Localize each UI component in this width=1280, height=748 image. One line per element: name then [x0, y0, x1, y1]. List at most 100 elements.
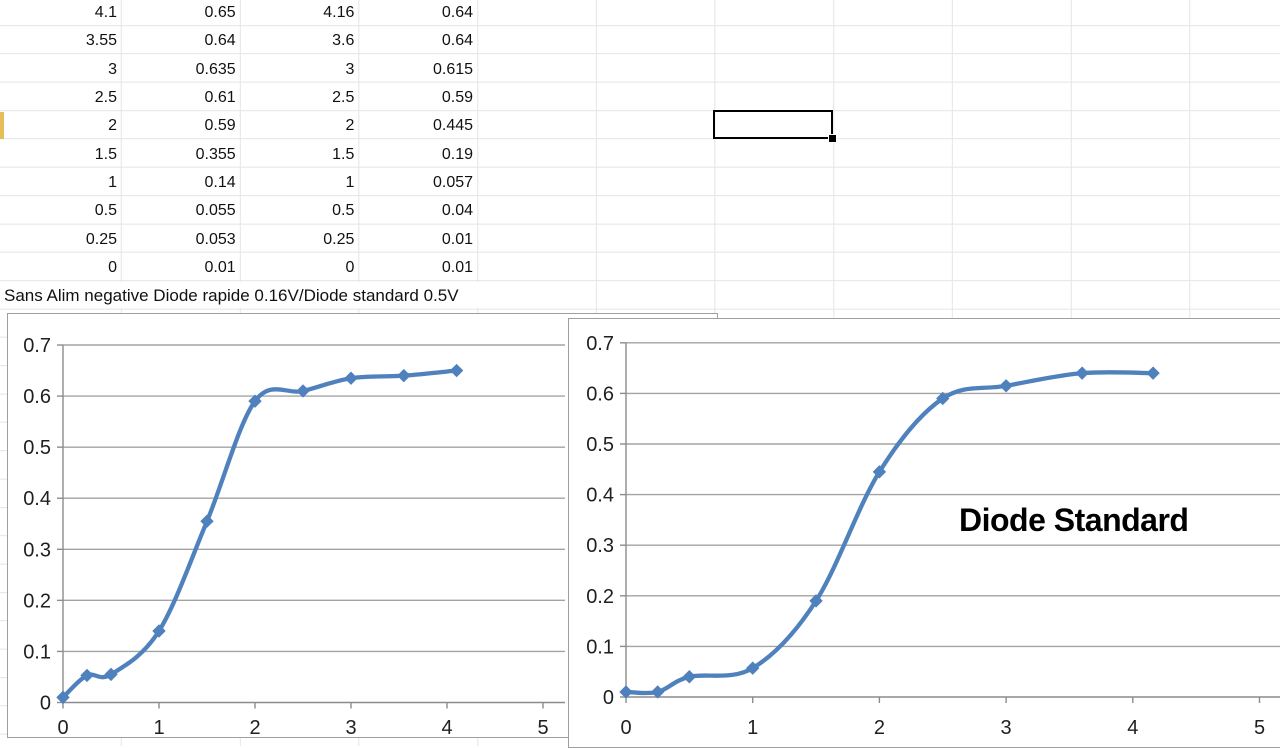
data-point-marker[interactable] [999, 379, 1013, 393]
cell[interactable]: 3 [108, 60, 117, 78]
table-row: 1.5 0.355 1.5 0.19 [3, 138, 478, 166]
y-axis-tick-label: 0.7 [586, 333, 614, 355]
table-row: 3.55 0.64 3.6 0.64 [3, 25, 478, 53]
cell[interactable]: 2 [345, 117, 355, 135]
table-row: 2.5 0.61 2.5 0.59 [3, 82, 478, 110]
cell[interactable]: 2.5 [332, 89, 355, 107]
y-axis-tick-label: 0.3 [23, 539, 51, 561]
y-axis-tick-label: 0.4 [586, 485, 614, 507]
cell[interactable]: 0.25 [323, 230, 355, 248]
series-line[interactable] [623, 370, 1156, 696]
y-axis-tick-label: 0.6 [586, 383, 614, 405]
y-axis-tick-label: 0.7 [23, 335, 51, 357]
y-axis-tick-label: 0.6 [23, 386, 51, 408]
data-point-marker[interactable] [200, 514, 214, 528]
cell[interactable]: 2 [108, 117, 117, 135]
cell[interactable]: 0.445 [433, 117, 474, 135]
data-point-marker[interactable] [248, 394, 262, 408]
sheet-caption-cell[interactable]: Sans Alim negative Diode rapide 0.16V/Di… [0, 281, 562, 308]
table-row: 0.5 0.055 0.5 0.04 [3, 195, 478, 223]
y-axis-tick-label: 0 [40, 693, 51, 715]
cell[interactable]: 1 [108, 174, 117, 192]
data-point-marker[interactable] [1075, 366, 1089, 380]
cell[interactable]: 0 [108, 259, 117, 277]
table-row: 0 0.01 0 0.01 [3, 252, 478, 280]
y-axis-tick-label: 0.3 [586, 535, 614, 557]
cell[interactable]: 0.25 [85, 230, 117, 248]
x-axis-tick-label: 0 [620, 717, 631, 739]
cell[interactable]: 0.59 [204, 117, 236, 135]
row-highlight-marker [0, 111, 4, 139]
data-point-marker[interactable] [650, 685, 665, 699]
cell[interactable]: 0.61 [204, 89, 236, 107]
cell[interactable]: 3 [345, 60, 355, 78]
table-row: 4.1 0.65 4.16 0.64 [3, 0, 478, 25]
cell[interactable]: 0.65 [204, 4, 236, 21]
data-point-marker[interactable] [682, 670, 697, 684]
table-row: 3 0.635 3 0.615 [3, 53, 478, 81]
cell[interactable]: 1 [345, 174, 355, 192]
data-point-marker[interactable] [80, 668, 94, 683]
cell[interactable]: 0.19 [441, 145, 474, 163]
cell[interactable]: 4.16 [323, 4, 355, 21]
cell[interactable]: 0.64 [441, 4, 474, 21]
cell[interactable]: 0.59 [441, 89, 474, 107]
cell[interactable]: 0.053 [195, 230, 236, 248]
chart-diode-standard[interactable]: 0 0.1 0.2 0.3 0.4 0.5 0.6 0.7 0 1 2 3 4 5 Diode Standa… [568, 318, 1280, 748]
data-point-marker[interactable] [1146, 366, 1160, 380]
y-axis-tick-label: 0.2 [586, 586, 614, 608]
cell[interactable]: 3.55 [85, 32, 117, 50]
data-point-marker[interactable] [56, 690, 70, 705]
data-point-marker[interactable] [296, 384, 310, 398]
cell[interactable]: 0.14 [204, 174, 236, 192]
data-point-marker[interactable] [152, 624, 166, 638]
cell[interactable]: 3.6 [332, 32, 355, 50]
series-line[interactable] [60, 368, 459, 700]
chart-diode-standard-canvas: 0 0.1 0.2 0.3 0.4 0.5 0.6 0.7 0 1 2 3 4 5 Diode Standa… [586, 333, 1280, 739]
cell[interactable]: 0.5 [94, 202, 117, 220]
x-axis-tick-label: 5 [1254, 717, 1265, 739]
cell[interactable]: 4.1 [94, 4, 117, 21]
data-point-marker[interactable] [449, 363, 464, 378]
chart-annotation[interactable]: Diode Standard [959, 502, 1189, 538]
data-point-marker[interactable] [619, 685, 633, 699]
cell[interactable]: 0.01 [441, 259, 474, 277]
table-row: 2 0.59 2 0.445 [3, 110, 478, 138]
fill-handle[interactable] [828, 134, 837, 143]
cell[interactable]: 0.355 [195, 145, 236, 163]
data-point-marker[interactable] [809, 594, 823, 608]
cell[interactable]: 0.04 [441, 202, 474, 220]
cell[interactable]: 0.64 [441, 32, 474, 50]
data-point-marker[interactable] [872, 465, 887, 479]
data-point-marker[interactable] [936, 391, 950, 406]
cell[interactable]: 0.64 [204, 32, 236, 50]
data-point-marker[interactable] [745, 661, 760, 675]
table-row: 1 0.14 1 0.057 [3, 167, 478, 195]
cell[interactable]: 0 [345, 259, 355, 277]
cell[interactable]: 1.5 [94, 145, 117, 163]
selected-cell[interactable] [713, 109, 833, 139]
x-axis-tick-label: 3 [345, 717, 356, 736]
y-axis-tick-label: 0.4 [23, 488, 51, 510]
x-axis-tick-label: 5 [537, 717, 548, 736]
cell[interactable]: 1.5 [332, 145, 355, 163]
table-row: 0.25 0.053 0.25 0.01 [3, 223, 478, 251]
y-axis-tick-label: 0.5 [23, 437, 51, 459]
y-axis-tick-label: 0.2 [23, 590, 51, 612]
cell[interactable]: 0.5 [332, 202, 355, 220]
cell[interactable]: 0.615 [433, 60, 474, 78]
cell[interactable]: 0.055 [195, 202, 236, 220]
spreadsheet-cells: 4.1 0.65 4.16 0.64 3.55 0.64 3.6 0.64 3 0.635 3 0.6… [3, 0, 478, 280]
cell[interactable]: 0.01 [441, 230, 474, 248]
x-axis-tick-label: 3 [1001, 717, 1012, 739]
cell[interactable]: 0.635 [195, 60, 236, 78]
cell[interactable]: 2.5 [94, 89, 117, 107]
data-point-marker[interactable] [104, 667, 118, 682]
data-point-marker[interactable] [397, 368, 411, 383]
x-axis-tick-label: 2 [249, 717, 260, 736]
cell[interactable]: 0.057 [433, 174, 474, 192]
cell[interactable]: 0.01 [204, 259, 236, 277]
chart-diode-rapide-canvas: 0 0.1 0.2 0.3 0.4 0.5 0.6 0.7 0 1 2 3 4 5 [23, 335, 565, 736]
x-axis-tick-label: 4 [441, 717, 452, 736]
data-point-marker[interactable] [344, 371, 358, 385]
